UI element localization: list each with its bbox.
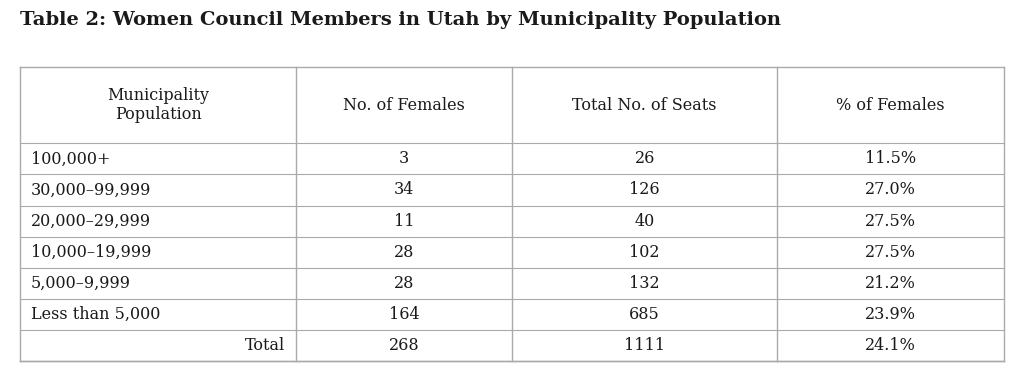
Text: 164: 164 <box>388 306 419 323</box>
Text: 126: 126 <box>630 182 660 199</box>
Text: 132: 132 <box>630 275 660 292</box>
Text: 100,000+: 100,000+ <box>31 150 111 167</box>
Text: 28: 28 <box>393 244 414 261</box>
Text: 11.5%: 11.5% <box>865 150 916 167</box>
Text: Less than 5,000: Less than 5,000 <box>31 306 160 323</box>
Text: 24.1%: 24.1% <box>865 337 915 354</box>
Text: Total: Total <box>245 337 286 354</box>
Text: 27.5%: 27.5% <box>865 212 916 230</box>
Text: 26: 26 <box>635 150 655 167</box>
Text: % of Females: % of Females <box>837 97 945 114</box>
Text: Total No. of Seats: Total No. of Seats <box>572 97 717 114</box>
Text: 27.0%: 27.0% <box>865 182 915 199</box>
Text: 11: 11 <box>393 212 414 230</box>
Text: 10,000–19,999: 10,000–19,999 <box>31 244 152 261</box>
Text: 268: 268 <box>388 337 419 354</box>
Text: Table 2: Women Council Members in Utah by Municipality Population: Table 2: Women Council Members in Utah b… <box>20 11 781 29</box>
Text: 30,000–99,999: 30,000–99,999 <box>31 182 152 199</box>
Text: 102: 102 <box>630 244 659 261</box>
Text: 685: 685 <box>630 306 660 323</box>
Text: Municipality
Population: Municipality Population <box>108 87 209 124</box>
Text: 1111: 1111 <box>625 337 666 354</box>
Text: 40: 40 <box>635 212 654 230</box>
Text: 3: 3 <box>398 150 409 167</box>
Text: 27.5%: 27.5% <box>865 244 916 261</box>
Text: 20,000–29,999: 20,000–29,999 <box>31 212 151 230</box>
Text: 5,000–9,999: 5,000–9,999 <box>31 275 131 292</box>
Text: 34: 34 <box>393 182 414 199</box>
Text: 23.9%: 23.9% <box>865 306 916 323</box>
Text: 21.2%: 21.2% <box>865 275 915 292</box>
Text: 28: 28 <box>393 275 414 292</box>
Text: No. of Females: No. of Females <box>343 97 465 114</box>
